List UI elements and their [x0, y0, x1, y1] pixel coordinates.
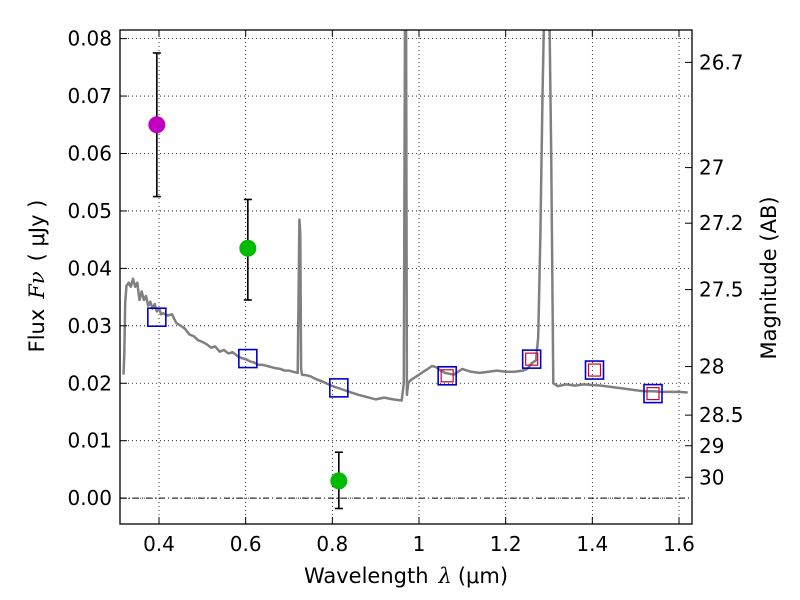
- x-axis-label-unit: (μm): [458, 564, 508, 588]
- model-point: [238, 348, 258, 369]
- y-tick-label: 0.05: [67, 199, 112, 223]
- y-axis-label: Flux Fν ( μJy ): [25, 200, 49, 353]
- x-axis-label-text: Wavelength: [304, 564, 429, 588]
- x-axis-label: Wavelength λ (μm): [304, 564, 508, 588]
- magnitude-tick-label: 28: [699, 355, 724, 379]
- magnitude-tick-label: 27: [699, 156, 724, 180]
- y-axis-label-unit: ( μJy ): [25, 200, 49, 262]
- model-point: [437, 365, 457, 386]
- model-point: [584, 360, 605, 380]
- red-point: [587, 363, 602, 377]
- x-tick-label: 0.8: [316, 532, 348, 556]
- y-tick-label: 0.01: [67, 429, 112, 453]
- observed-point: [148, 116, 166, 134]
- magnitude-tick-label: 30: [699, 465, 724, 489]
- magnitude-axis: 26.7 27 27.2 27.5 28 28.5 29 30: [685, 50, 744, 489]
- y-tick-label: 0.02: [67, 371, 112, 395]
- y-tick-label: 0.08: [67, 27, 112, 51]
- x-tick-label: 0.6: [230, 532, 262, 556]
- x-tick-label: 1.2: [490, 532, 522, 556]
- magnitude-tick-label: 27.2: [699, 211, 744, 235]
- magnitude-tick-label: 26.7: [699, 50, 744, 74]
- sed-line: [122, 30, 688, 402]
- magnitude-tick-label: 27.5: [699, 278, 744, 302]
- model-point: [329, 378, 349, 398]
- y-tick-label: 0.00: [67, 486, 112, 510]
- model-point: [643, 383, 663, 404]
- x-axis: 0.4 0.6 0.8 1 1.2 1.4 1.6: [143, 30, 695, 556]
- red-point: [440, 369, 454, 383]
- magnitude-tick-label: 28.5: [699, 403, 744, 427]
- y-tick-label: 0.04: [67, 256, 112, 280]
- y-tick-label: 0.03: [67, 314, 112, 338]
- x-tick-label: 1.6: [663, 532, 695, 556]
- grid-lines: [120, 30, 692, 524]
- y-tick-label: 0.07: [67, 84, 112, 108]
- red-point: [525, 352, 539, 366]
- y-tick-label: 0.06: [67, 142, 112, 166]
- model-point: [147, 307, 167, 328]
- model-point: [521, 349, 542, 369]
- observed-point: [239, 239, 257, 257]
- x-tick-label: 1: [413, 532, 426, 556]
- magnitude-axis-label: Magnitude (AB): [757, 196, 781, 359]
- plot-frame: [119, 29, 693, 525]
- x-tick-label: 0.4: [143, 532, 175, 556]
- magnitude-tick-label: 29: [699, 434, 724, 458]
- sed-spectrum: [122, 30, 688, 402]
- y-axis-label-text: Flux: [25, 309, 49, 353]
- observed-point: [330, 472, 348, 490]
- x-tick-label: 1.4: [576, 532, 608, 556]
- y-axis-label-symbol: Fν: [25, 271, 49, 300]
- x-axis-label-symbol: λ: [438, 564, 452, 588]
- red-point: [646, 387, 660, 401]
- y-axis: 0.00 0.01 0.02 0.03 0.04 0.05 0.06 0.07 0.08: [67, 27, 127, 510]
